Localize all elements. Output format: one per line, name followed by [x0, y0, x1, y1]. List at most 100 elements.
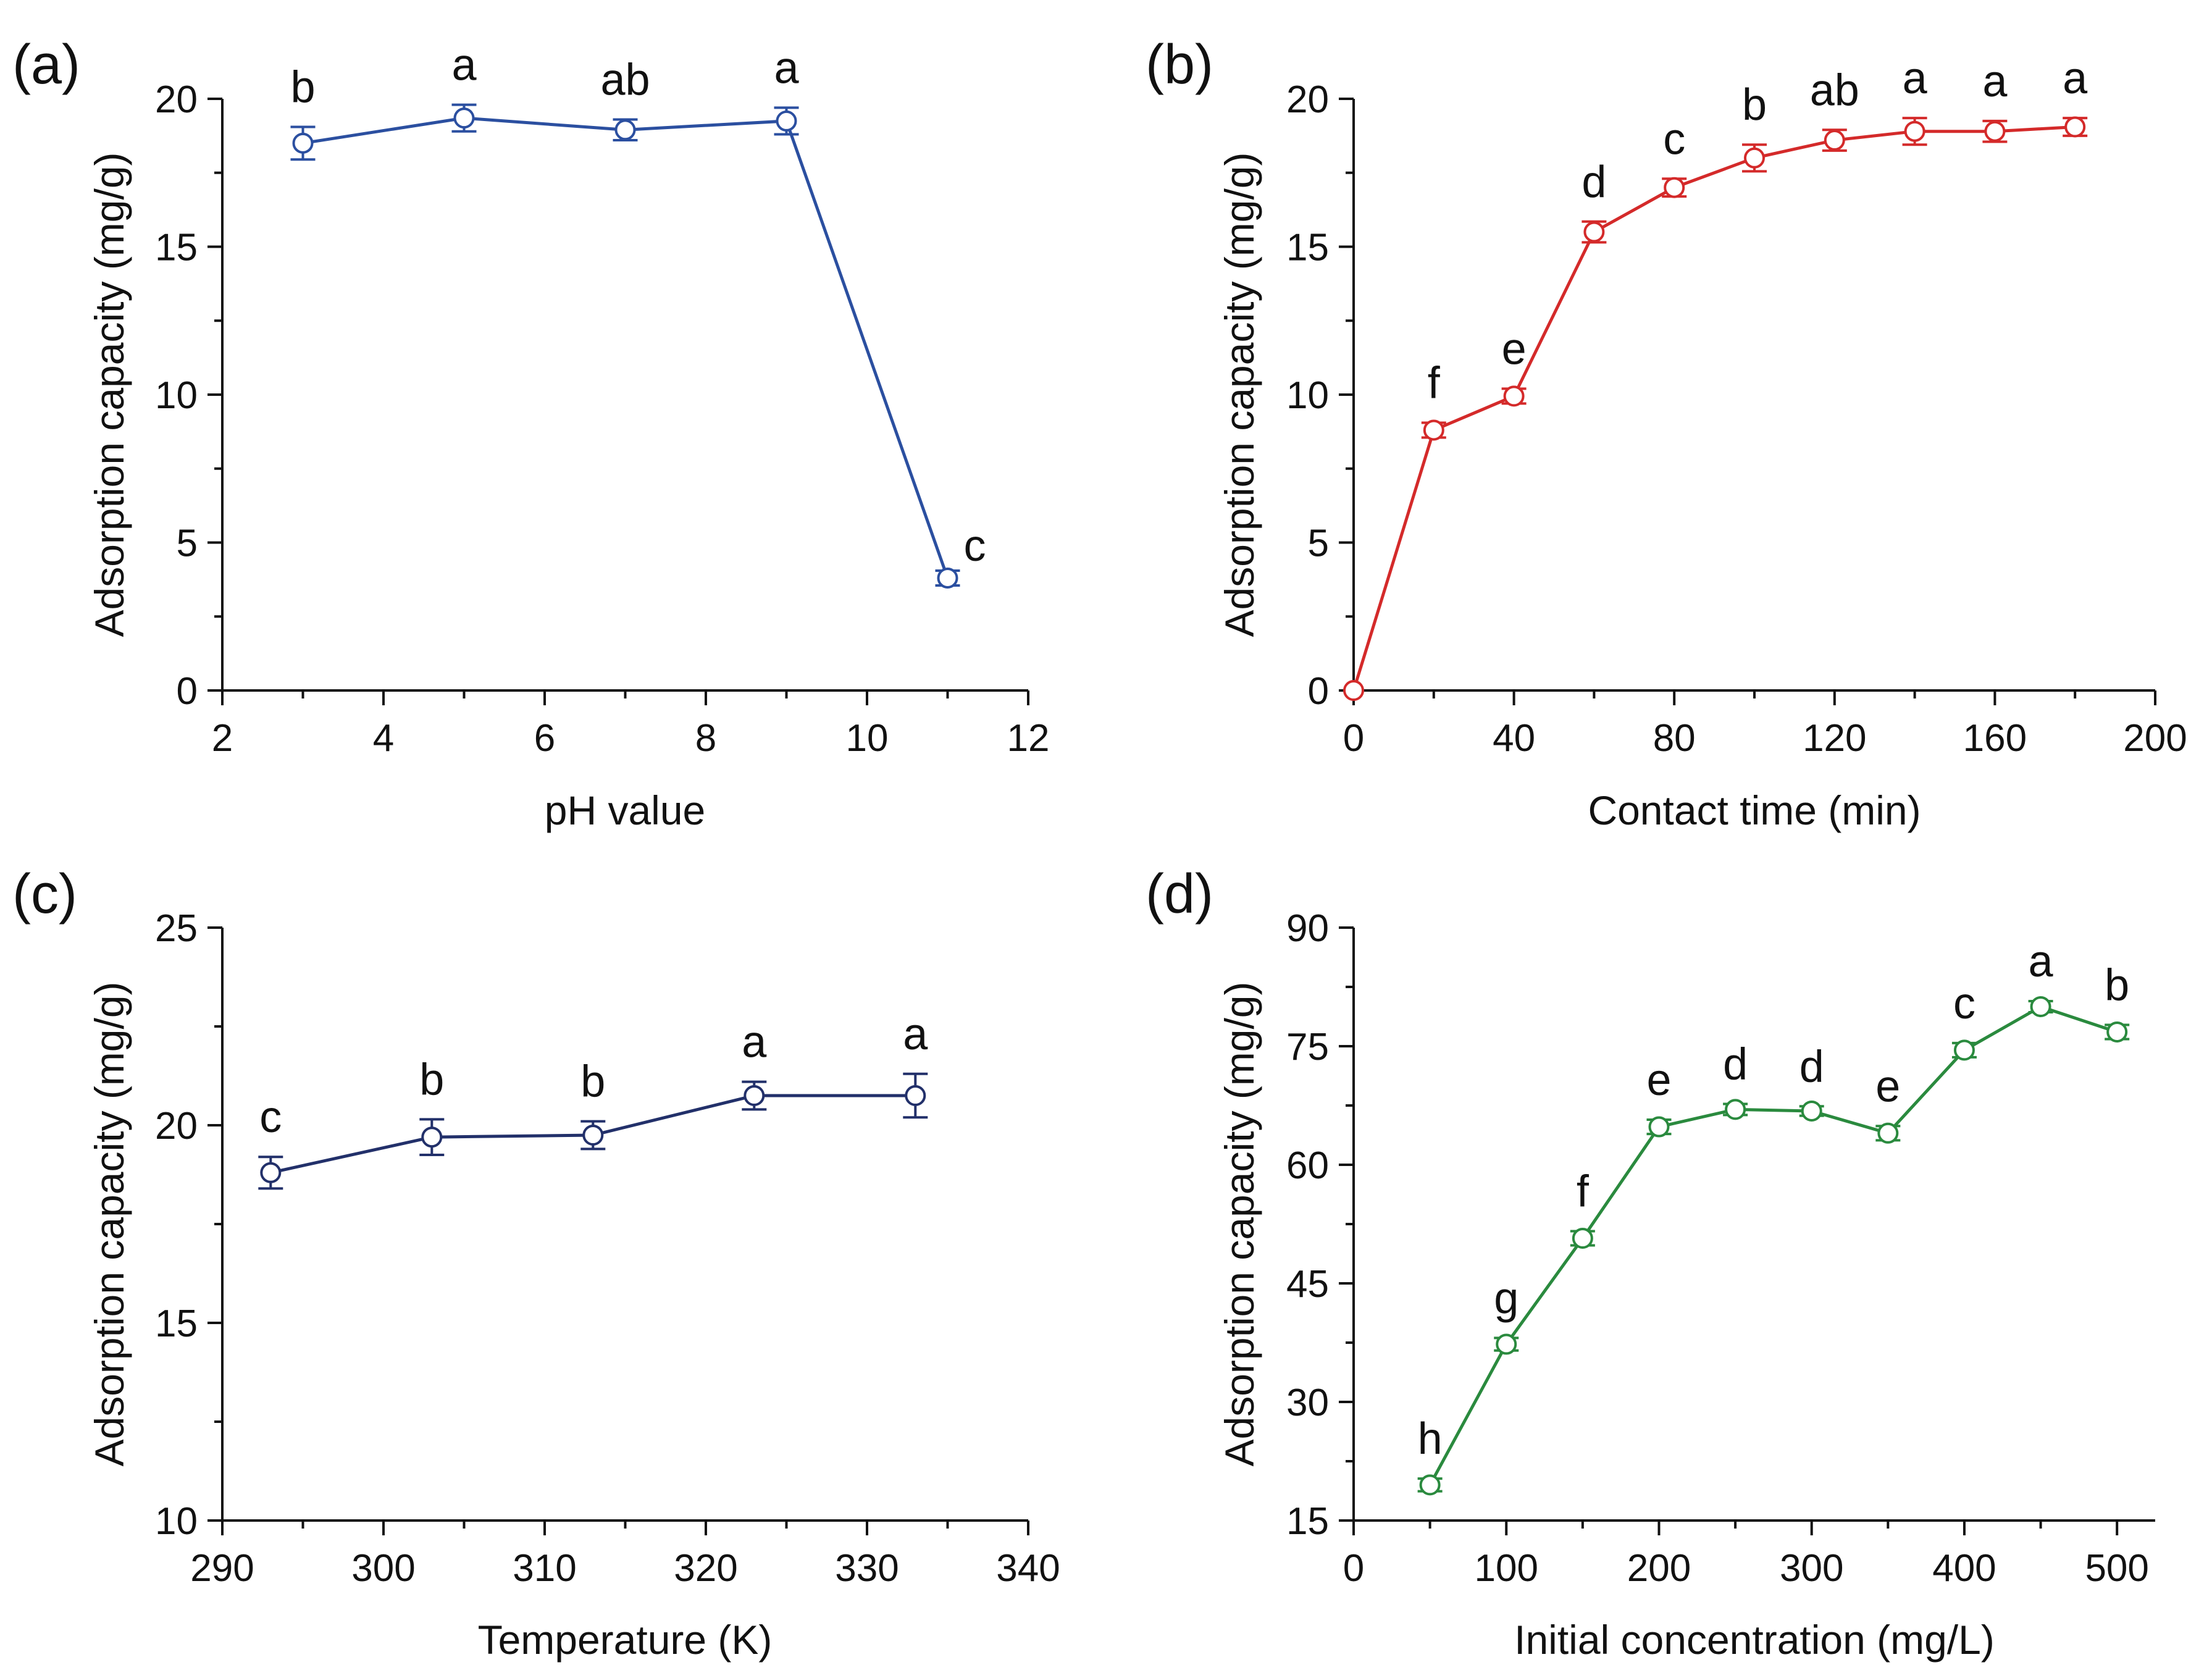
significance-label: c — [964, 521, 986, 571]
x-axis-title: Initial concentration (mg/L) — [1514, 1617, 1995, 1663]
significance-label: b — [419, 1055, 444, 1104]
data-point — [1423, 419, 1444, 441]
y-tick-label: 10 — [155, 374, 198, 417]
chart-panel-c: 290 300 310 320 330 340 10 15 20 25 Temperature (K… — [12, 863, 1060, 1663]
series-line — [303, 116, 949, 579]
data-point — [905, 1085, 926, 1106]
significance-label: e — [1646, 1055, 1671, 1105]
data-point — [292, 132, 314, 154]
y-tick-label: 20 — [1286, 78, 1329, 121]
significance-label: e — [1875, 1062, 1900, 1111]
data-point — [1419, 1474, 1441, 1496]
data-point — [2064, 116, 2086, 138]
x-tick-label: 200 — [1627, 1547, 1691, 1590]
y-tick-label: 30 — [1286, 1382, 1329, 1424]
x-tick-label: 320 — [674, 1547, 737, 1590]
x-tick-label: 0 — [1343, 717, 1364, 760]
significance-label: a — [903, 1010, 928, 1059]
data-point — [260, 1162, 282, 1183]
y-tick-label: 0 — [177, 670, 198, 713]
significance-label: a — [2063, 54, 2088, 103]
x-tick-label: 310 — [513, 1547, 576, 1590]
data-point — [1904, 120, 1925, 142]
y-axis-title: Adsorption capacity (mg/g) — [1217, 981, 1262, 1466]
panel-label: (d) — [1146, 863, 1213, 925]
data-point — [937, 567, 958, 589]
x-axis-title: Contact time (min) — [1588, 787, 1921, 833]
x-tick-label: 300 — [351, 1547, 415, 1590]
significance-label: h — [1418, 1414, 1443, 1464]
data-point — [1343, 680, 1364, 701]
x-tick-label: 300 — [1780, 1547, 1843, 1590]
y-tick-label: 10 — [155, 1500, 198, 1543]
y-tick-label: 20 — [155, 78, 198, 121]
series-line — [1352, 125, 2076, 691]
x-tick-label: 4 — [373, 717, 394, 760]
x-tick-label: 10 — [846, 717, 889, 760]
data-point — [1953, 1039, 1975, 1061]
significance-label: a — [451, 41, 477, 90]
data-point — [1572, 1228, 1593, 1249]
x-tick-label: 6 — [534, 717, 555, 760]
data-point — [1664, 177, 1685, 198]
panel-label: (c) — [12, 863, 77, 925]
y-tick-label: 10 — [1286, 374, 1329, 417]
x-tick-label: 80 — [1653, 717, 1696, 760]
y-axis-title: Adsorption capacity (mg/g) — [86, 981, 132, 1466]
data-point — [453, 107, 475, 129]
significance-label: d — [1723, 1039, 1748, 1089]
x-tick-label: 8 — [695, 717, 716, 760]
x-tick-label: 330 — [835, 1547, 899, 1590]
significance-label: b — [580, 1057, 605, 1107]
data-point — [744, 1085, 765, 1106]
significance-label: c — [1953, 979, 1975, 1028]
y-tick-label: 45 — [1286, 1263, 1329, 1306]
data-point — [1801, 1100, 1822, 1122]
data-point — [421, 1126, 443, 1148]
y-tick-label: 5 — [1308, 522, 1329, 565]
significance-label: g — [1494, 1273, 1519, 1323]
data-point — [1503, 385, 1525, 407]
data-point — [1877, 1122, 1899, 1144]
y-tick-label: 20 — [155, 1105, 198, 1147]
data-point — [1648, 1116, 1670, 1138]
y-tick-label: 15 — [1286, 1500, 1329, 1543]
panel-label: (a) — [12, 34, 80, 96]
y-axis-title: Adsorption capacity (mg/g) — [86, 152, 132, 637]
data-point — [1824, 130, 1845, 151]
x-tick-label: 100 — [1475, 1547, 1538, 1590]
x-axis-title: Temperature (K) — [478, 1617, 773, 1663]
panel-label: (b) — [1146, 34, 1213, 96]
significance-label: d — [1581, 157, 1606, 207]
y-tick-label: 75 — [1286, 1026, 1329, 1068]
significance-label: c — [1663, 114, 1685, 164]
y-tick-label: 0 — [1308, 670, 1329, 713]
x-tick-label: 2 — [212, 717, 233, 760]
x-tick-label: 120 — [1803, 717, 1866, 760]
significance-label: f — [1428, 359, 1441, 408]
x-tick-label: 0 — [1343, 1547, 1364, 1590]
y-tick-label: 15 — [155, 227, 198, 269]
chart-panel-b: 0 40 80 120 160 200 0 5 10 15 20 Contact time (min)… — [1146, 34, 2187, 833]
significance-label: f — [1577, 1167, 1590, 1217]
y-tick-label: 90 — [1286, 907, 1329, 950]
data-point — [1583, 221, 1605, 243]
data-point — [776, 110, 797, 132]
significance-label: ab — [1810, 65, 1859, 115]
significance-label: a — [2029, 937, 2054, 986]
series-line — [1428, 1005, 2118, 1486]
x-tick-label: 400 — [1932, 1547, 1996, 1590]
significance-label: e — [1502, 324, 1527, 374]
x-tick-label: 340 — [996, 1547, 1060, 1590]
significance-label: ab — [600, 56, 650, 105]
significance-label: c — [259, 1093, 282, 1142]
y-tick-label: 5 — [177, 522, 198, 565]
x-tick-label: 12 — [1007, 717, 1050, 760]
data-point — [1725, 1099, 1746, 1120]
y-tick-label: 60 — [1286, 1144, 1329, 1187]
data-point — [1984, 120, 2006, 142]
significance-label: b — [1742, 80, 1767, 130]
y-tick-label: 15 — [1286, 227, 1329, 269]
x-tick-label: 160 — [1963, 717, 2027, 760]
